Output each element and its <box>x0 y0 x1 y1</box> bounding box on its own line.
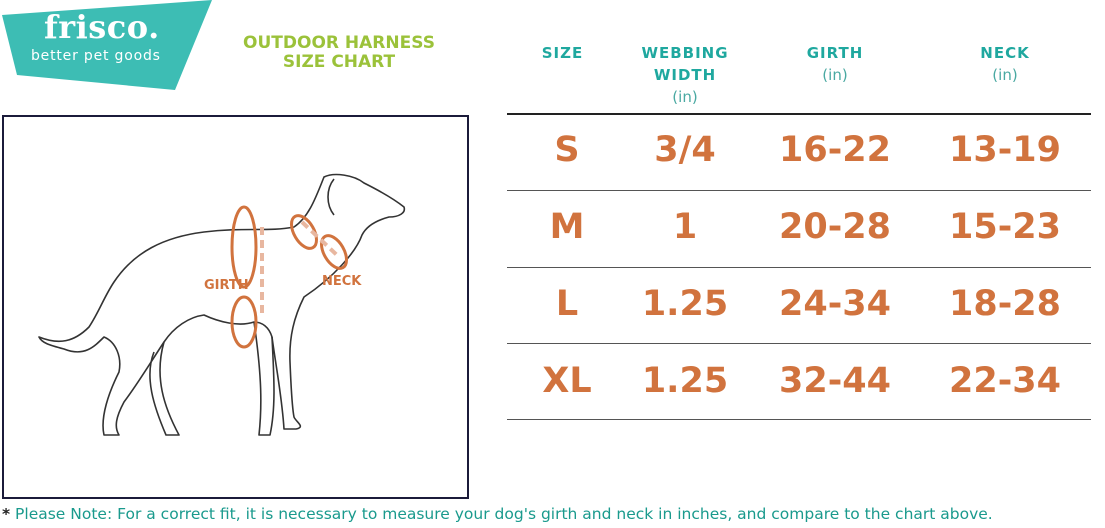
dog-outline-icon: GIRTH NECK <box>38 173 406 436</box>
table-cell: S <box>554 130 580 170</box>
table-divider <box>507 113 1091 115</box>
table-divider <box>507 343 1091 344</box>
fit-note: * Please Note: For a correct fit, it is … <box>2 505 993 523</box>
header-label: NECK <box>980 44 1030 62</box>
table-cell: 16-22 <box>779 130 891 170</box>
table-divider <box>507 419 1091 420</box>
table-cell: 20-28 <box>779 207 891 247</box>
table-cell: 1 <box>672 207 698 247</box>
header-webbing-width: WEBBING WIDTH (in) <box>630 42 740 108</box>
title-line-1: OUTDOOR HARNESS <box>243 33 435 53</box>
logo-tagline: better pet goods <box>31 48 161 64</box>
note-text: Please Note: For a correct fit, it is ne… <box>15 505 993 523</box>
header-neck: NECK (in) <box>955 42 1055 86</box>
table-cell: 1.25 <box>641 284 729 324</box>
table-cell: 18-28 <box>949 284 1061 324</box>
table-cell: 15-23 <box>949 207 1061 247</box>
header-size: SIZE <box>530 42 595 64</box>
table-cell: XL <box>542 361 592 401</box>
table-divider <box>507 190 1091 191</box>
header-label: SIZE <box>541 44 584 62</box>
title-line-2: SIZE CHART <box>282 52 396 72</box>
logo-badge <box>2 0 212 90</box>
table-cell: M <box>549 207 585 247</box>
logo-wordmark: frisco. <box>44 8 160 46</box>
asterisk: * <box>2 505 11 523</box>
header-girth: GIRTH (in) <box>785 42 885 86</box>
table-cell: 13-19 <box>949 130 1061 170</box>
header-unit: (in) <box>992 66 1018 84</box>
header-unit: (in) <box>822 66 848 84</box>
table-cell: 32-44 <box>779 361 891 401</box>
dog-measurement-diagram: GIRTH NECK <box>2 115 469 499</box>
neck-label: NECK <box>322 274 362 289</box>
table-cell: 3/4 <box>654 130 716 170</box>
header-unit: (in) <box>672 88 698 106</box>
frisco-logo: frisco. better pet goods <box>0 0 215 90</box>
table-cell: 1.25 <box>641 361 729 401</box>
table-cell: 24-34 <box>779 284 891 324</box>
chart-title: OUTDOOR HARNESS SIZE CHART <box>228 34 450 72</box>
header-label: WEBBING WIDTH <box>641 44 729 84</box>
girth-label: GIRTH <box>204 278 249 293</box>
header-label: GIRTH <box>806 44 864 62</box>
table-cell: 22-34 <box>949 361 1061 401</box>
table-cell: L <box>555 284 579 324</box>
table-divider <box>507 267 1091 268</box>
